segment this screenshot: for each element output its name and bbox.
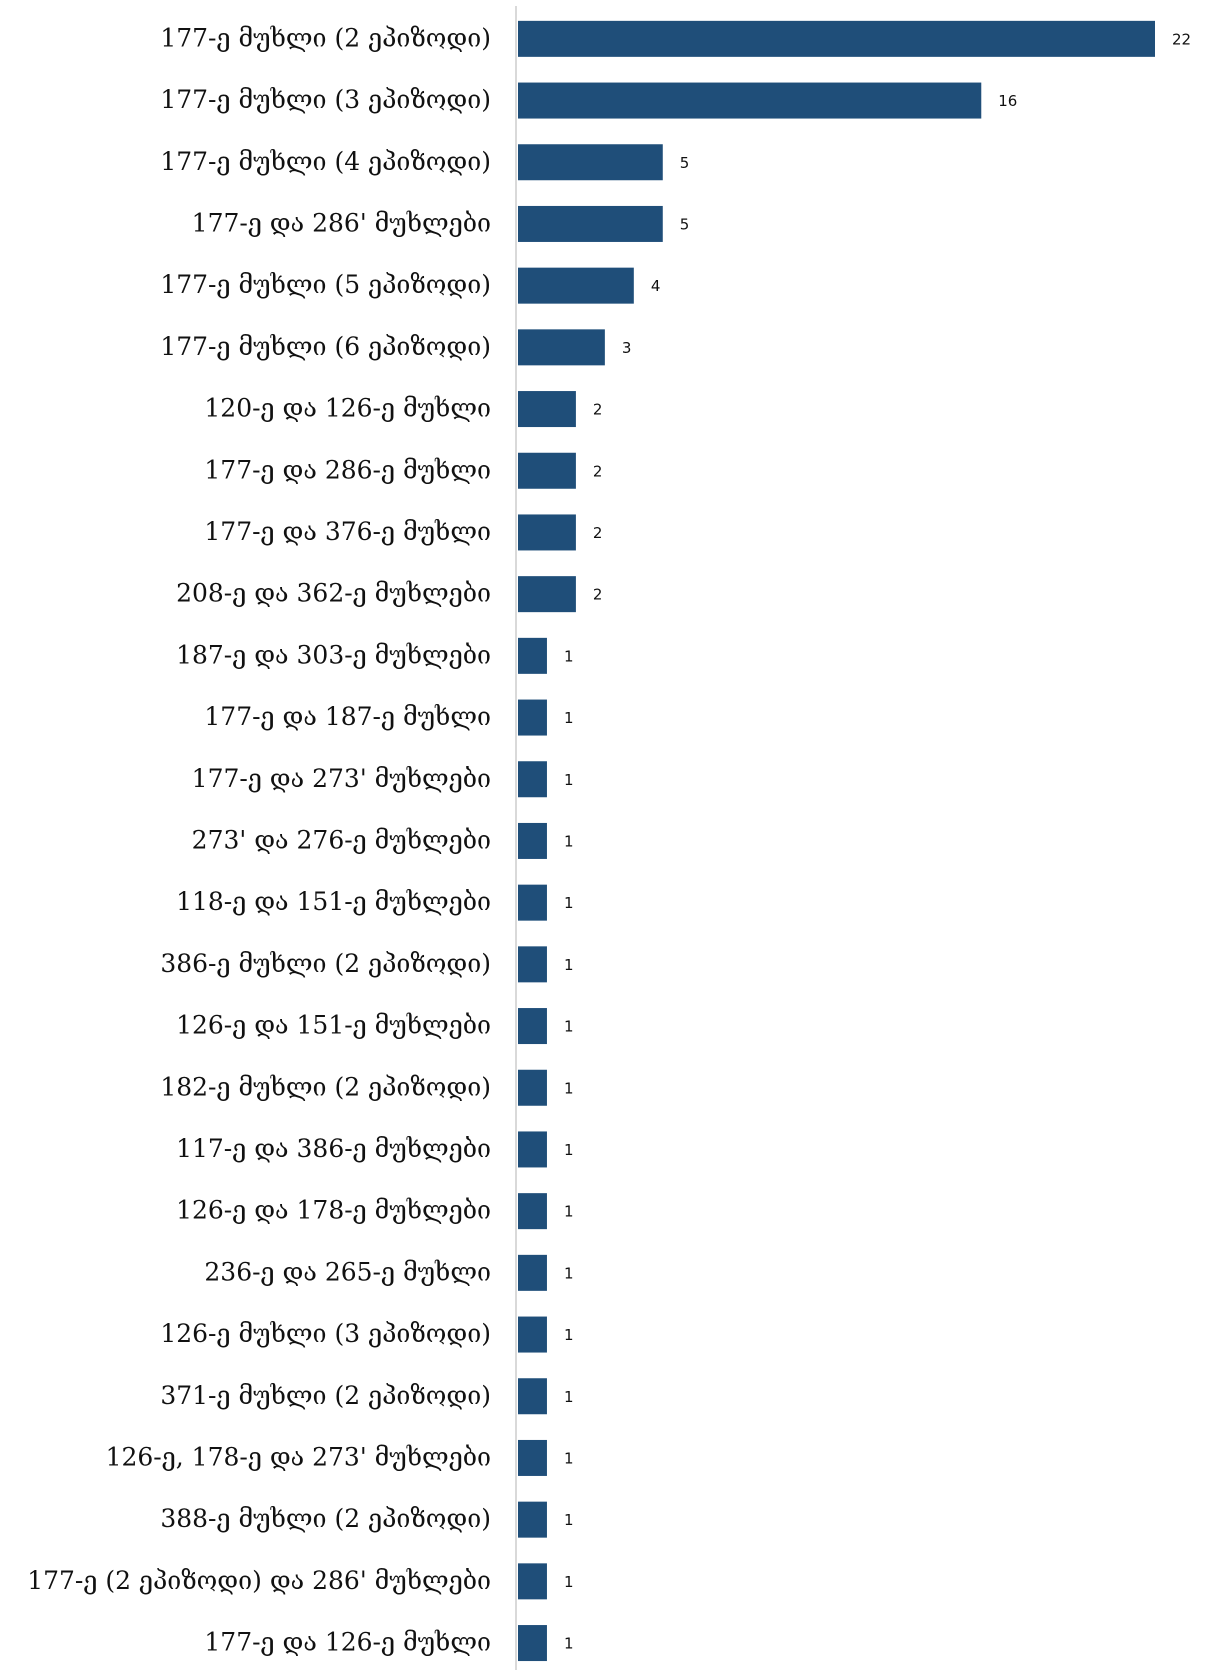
category-label: 182-ე მუხლი (2 ეპიზოდი) xyxy=(160,1072,491,1101)
category-label: 177-ე და 126-ე მუხლი xyxy=(204,1628,491,1657)
category-label: 388-ე მუხლი (2 ეპიზოდი) xyxy=(160,1504,491,1533)
bar xyxy=(518,946,547,983)
category-label: 120-ე და 126-ე მუხლი xyxy=(204,394,491,423)
category-label: 177-ე და 273' მუხლები xyxy=(192,764,491,793)
value-label: 3 xyxy=(622,339,632,357)
bar xyxy=(518,452,576,489)
value-label: 5 xyxy=(680,154,690,172)
bar xyxy=(518,884,547,921)
value-label: 2 xyxy=(593,462,603,480)
category-label: 177-ე მუხლი (6 ეპიზოდი) xyxy=(160,332,491,361)
category-label: 126-ე მუხლი (3 ეპიზოდი) xyxy=(160,1319,491,1348)
value-label: 1 xyxy=(564,1573,574,1591)
bar xyxy=(518,20,1155,57)
category-label: 177-ე და 187-ე მუხლი xyxy=(204,702,491,731)
bar xyxy=(518,1131,547,1168)
category-label: 126-ე, 178-ე და 273' მუხლები xyxy=(106,1442,491,1471)
category-label: 187-ე და 303-ე მუხლები xyxy=(176,640,491,669)
value-label: 1 xyxy=(564,956,574,974)
value-label: 1 xyxy=(564,1018,574,1036)
value-label: 2 xyxy=(593,524,603,542)
bar xyxy=(518,82,982,119)
category-label: 177-ე და 376-ე მუხლი xyxy=(204,517,491,546)
value-label: 2 xyxy=(593,586,603,604)
category-label: 126-ე და 151-ე მუხლები xyxy=(176,1011,491,1040)
category-label: 386-ე მუხლი (2 ეპიზოდი) xyxy=(160,949,491,978)
bar xyxy=(518,391,576,428)
category-label: 117-ე და 386-ე მუხლები xyxy=(176,1134,491,1163)
value-label: 1 xyxy=(564,1635,574,1653)
category-label: 177-ე მუხლი (3 ეპიზოდი) xyxy=(160,85,491,114)
category-label: 371-ე მუხლი (2 ეპიზოდი) xyxy=(160,1381,491,1410)
category-label: 177-ე და 286-ე მუხლი xyxy=(204,455,491,484)
category-label: 177-ე მუხლი (2 ეპიზოდი) xyxy=(160,23,491,52)
value-label: 1 xyxy=(564,1203,574,1221)
value-label: 4 xyxy=(651,277,661,295)
bar xyxy=(518,699,547,736)
bar xyxy=(518,637,547,674)
category-label: 177-ე მუხლი (4 ეპიზოდი) xyxy=(160,147,491,176)
bar xyxy=(518,822,547,859)
bar xyxy=(518,267,634,304)
bar xyxy=(518,761,547,798)
bar xyxy=(518,1316,547,1353)
category-label: 126-ე და 178-ე მუხლები xyxy=(176,1196,491,1225)
value-label: 1 xyxy=(564,1079,574,1097)
category-label: 177-ე მუხლი (5 ეპიზოდი) xyxy=(160,270,491,299)
bar xyxy=(518,514,576,551)
value-label: 1 xyxy=(564,1326,574,1344)
bar xyxy=(518,1008,547,1045)
category-label: 118-ე და 151-ე მუხლები xyxy=(176,887,491,916)
category-label: 177-ე (2 ეპიზოდი) და 286' მუხლები xyxy=(27,1566,491,1595)
bar xyxy=(518,329,605,366)
bar xyxy=(518,1563,547,1600)
value-label: 1 xyxy=(564,894,574,912)
value-label: 1 xyxy=(564,647,574,665)
value-label: 1 xyxy=(564,1388,574,1406)
value-label: 16 xyxy=(998,92,1017,110)
value-label: 1 xyxy=(564,1141,574,1159)
category-label: 273' და 276-ე მუხლები xyxy=(192,825,491,854)
value-label: 1 xyxy=(564,771,574,789)
value-label: 22 xyxy=(1172,30,1191,48)
value-label: 5 xyxy=(680,215,690,233)
value-label: 1 xyxy=(564,1511,574,1529)
category-label: 236-ე და 265-ე მუხლი xyxy=(204,1257,491,1286)
value-label: 1 xyxy=(564,832,574,850)
category-label: 177-ე და 286' მუხლები xyxy=(192,208,491,237)
value-label: 1 xyxy=(564,1449,574,1467)
bar xyxy=(518,1439,547,1476)
bar xyxy=(518,576,576,613)
value-label: 1 xyxy=(564,709,574,727)
bar xyxy=(518,1501,547,1538)
bar xyxy=(518,1378,547,1415)
bar xyxy=(518,1193,547,1230)
value-label: 1 xyxy=(564,1264,574,1282)
bar xyxy=(518,1254,547,1291)
value-label: 2 xyxy=(593,401,603,419)
bar xyxy=(518,144,663,181)
bar xyxy=(518,1069,547,1106)
category-label: 208-ე და 362-ე მუხლები xyxy=(176,579,491,608)
bar xyxy=(518,205,663,242)
bar xyxy=(518,1625,547,1662)
